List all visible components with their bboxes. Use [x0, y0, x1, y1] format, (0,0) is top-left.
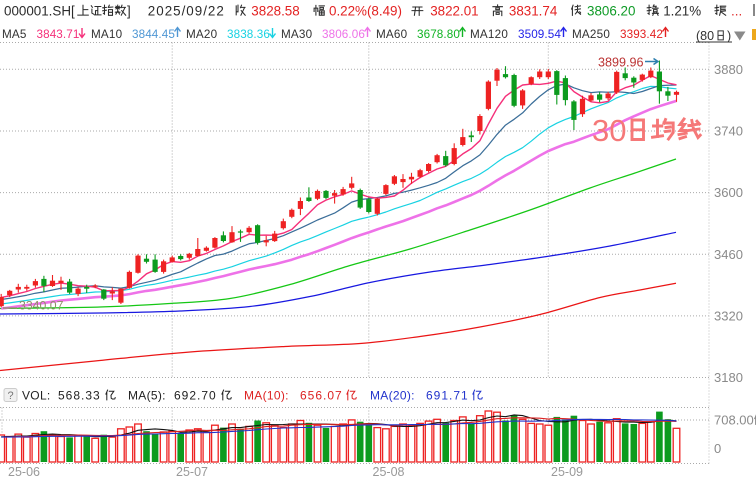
svg-text:MA60: MA60 — [376, 28, 408, 41]
svg-text:3393.42: 3393.42 — [620, 28, 663, 41]
svg-text:MA5: MA5 — [2, 28, 27, 41]
svg-text:MA10: MA10 — [91, 28, 123, 41]
svg-text:3740: 3740 — [714, 124, 743, 139]
svg-text:3828.58: 3828.58 — [251, 3, 299, 18]
svg-text:3831.74: 3831.74 — [509, 3, 558, 18]
svg-text:0: 0 — [714, 441, 721, 456]
svg-text:): ) — [727, 29, 731, 43]
svg-text:3806.06: 3806.06 — [322, 28, 365, 41]
svg-text:MA(20):: MA(20): — [370, 389, 415, 403]
svg-text:3822.01: 3822.01 — [430, 3, 478, 18]
svg-text:3460: 3460 — [714, 247, 743, 262]
svg-text:3600: 3600 — [714, 185, 743, 200]
svg-text:MA250: MA250 — [572, 28, 610, 41]
svg-text:3320: 3320 — [714, 308, 743, 323]
svg-text:...: ... — [731, 3, 742, 18]
svg-text:MA(10):: MA(10): — [244, 389, 289, 403]
svg-text:25-06: 25-06 — [8, 465, 40, 479]
svg-text:3899.96: 3899.96 — [598, 55, 644, 69]
svg-text:MA120: MA120 — [470, 28, 508, 41]
svg-text:VOL:: VOL: — [22, 389, 51, 403]
svg-text:3806.20: 3806.20 — [587, 3, 635, 18]
svg-text:3844.45: 3844.45 — [132, 28, 175, 41]
svg-text:708.00: 708.00 — [714, 413, 754, 428]
svg-text:25-09: 25-09 — [551, 465, 583, 479]
svg-text:3678.80: 3678.80 — [417, 28, 460, 41]
svg-text:568.33: 568.33 — [58, 389, 101, 403]
svg-text:691.71: 691.71 — [426, 389, 469, 403]
svg-text:(80: (80 — [696, 29, 714, 43]
svg-text:1.21%: 1.21% — [663, 3, 701, 18]
svg-text:3340.07: 3340.07 — [19, 298, 64, 312]
svg-text:3180: 3180 — [714, 370, 743, 385]
svg-text:656.07: 656.07 — [300, 389, 343, 403]
svg-text:000001.SH[: 000001.SH[ — [4, 3, 75, 18]
svg-text:MA(5):: MA(5): — [128, 389, 166, 403]
svg-text:0.22%(8.49): 0.22%(8.49) — [329, 3, 402, 18]
svg-text:25-07: 25-07 — [176, 465, 208, 479]
svg-text:3509.54: 3509.54 — [518, 28, 561, 41]
svg-text:MA30: MA30 — [281, 28, 313, 41]
svg-text:]: ] — [127, 3, 131, 18]
svg-text:2025/09/22: 2025/09/22 — [148, 3, 225, 18]
svg-text:25-08: 25-08 — [373, 465, 405, 479]
svg-text:3880: 3880 — [714, 62, 743, 77]
svg-text:3838.36: 3838.36 — [227, 28, 270, 41]
svg-text:MA20: MA20 — [186, 28, 218, 41]
svg-text:?: ? — [8, 390, 14, 402]
svg-text:30: 30 — [592, 113, 626, 148]
svg-text:3843.71: 3843.71 — [37, 28, 80, 41]
svg-text:692.70: 692.70 — [174, 389, 217, 403]
